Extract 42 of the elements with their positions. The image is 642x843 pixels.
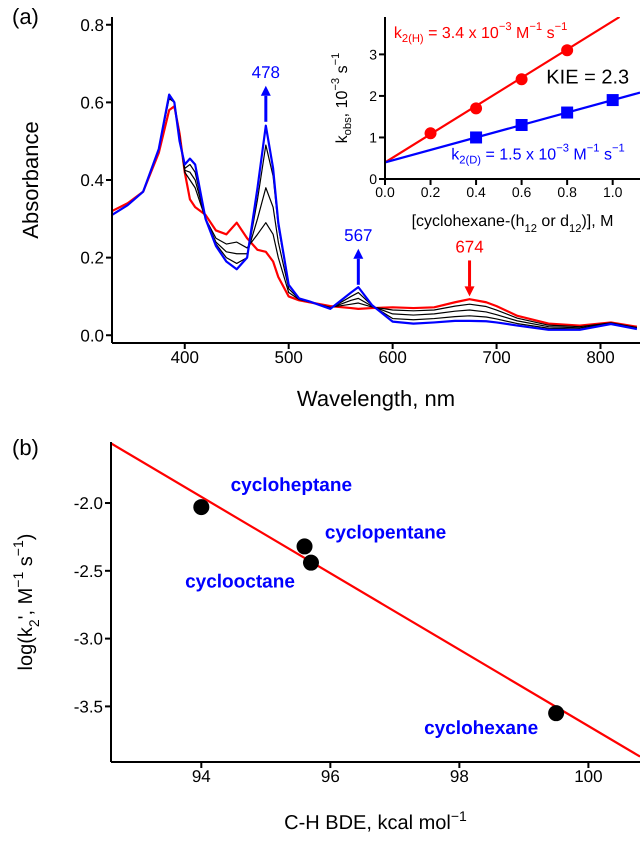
- y-tick-label: 0.8: [80, 16, 104, 35]
- x-axis-title: [cyclohexane-(h$_{12}$ or d$_{12}$)], M: [412, 213, 614, 235]
- x-tick-label: 1.0: [602, 184, 623, 200]
- x-tick-label: 700: [482, 348, 511, 368]
- x-tick-label: 98: [450, 767, 469, 786]
- y-tick-label: 0: [369, 170, 378, 187]
- chart-title: (b): [12, 435, 39, 461]
- annotation: 478: [252, 62, 280, 82]
- x-axis-title: Wavelength, nm: [296, 386, 456, 411]
- y-axis-title: Absorbance: [18, 121, 42, 239]
- x-tick-label: 94: [192, 767, 211, 786]
- x-tick-label: 100: [574, 767, 603, 786]
- y-tick-label: -3.0: [74, 630, 103, 649]
- series-label: k$_{2(D)}$ = 1.5 x 10$^{−3}$ M$^{−1}$ s$^{−1}$: [451, 142, 625, 167]
- data-label: cyclohexane: [424, 718, 538, 739]
- data-label: cycloheptane: [230, 474, 352, 496]
- annotation: KIE = 2.3: [546, 66, 630, 88]
- y-tick-label: -3.5: [74, 697, 103, 716]
- y-tick-label: 1: [369, 129, 378, 146]
- chart-title: (a): [12, 4, 39, 30]
- data-label: cyclopentane: [324, 522, 446, 543]
- y-tick-label: 3: [369, 46, 378, 62]
- y-tick-label: 0.6: [80, 93, 104, 112]
- series-label: k$_{2(H)}$ = 3.4 x 10$^{−3}$ M$^{−1}$ s$^{−1}$: [394, 21, 568, 46]
- y-tick-label: 0.2: [80, 248, 104, 268]
- x-tick-label: 96: [320, 767, 340, 786]
- y-tick-label: 0.0: [80, 326, 104, 346]
- x-tick-label: 600: [378, 348, 407, 368]
- x-tick-label: 0.6: [512, 184, 532, 200]
- x-tick-label: 400: [170, 348, 199, 368]
- x-tick-label: 0.2: [420, 184, 440, 200]
- annotation: 567: [344, 226, 373, 245]
- x-tick-label: 800: [586, 348, 615, 368]
- y-tick-label: 2: [369, 88, 378, 104]
- annotation: 674: [455, 237, 484, 256]
- x-axis-title: C-H BDE, kcal mol$^{−1}$: [284, 808, 468, 834]
- y-tick-label: -2.0: [74, 494, 103, 514]
- x-tick-label: 0.4: [466, 184, 486, 200]
- x-tick-label: 0.8: [557, 184, 578, 200]
- data-label: cyclooctane: [185, 571, 295, 592]
- y-tick-label: -2.5: [74, 562, 103, 581]
- x-tick-label: 500: [274, 348, 303, 368]
